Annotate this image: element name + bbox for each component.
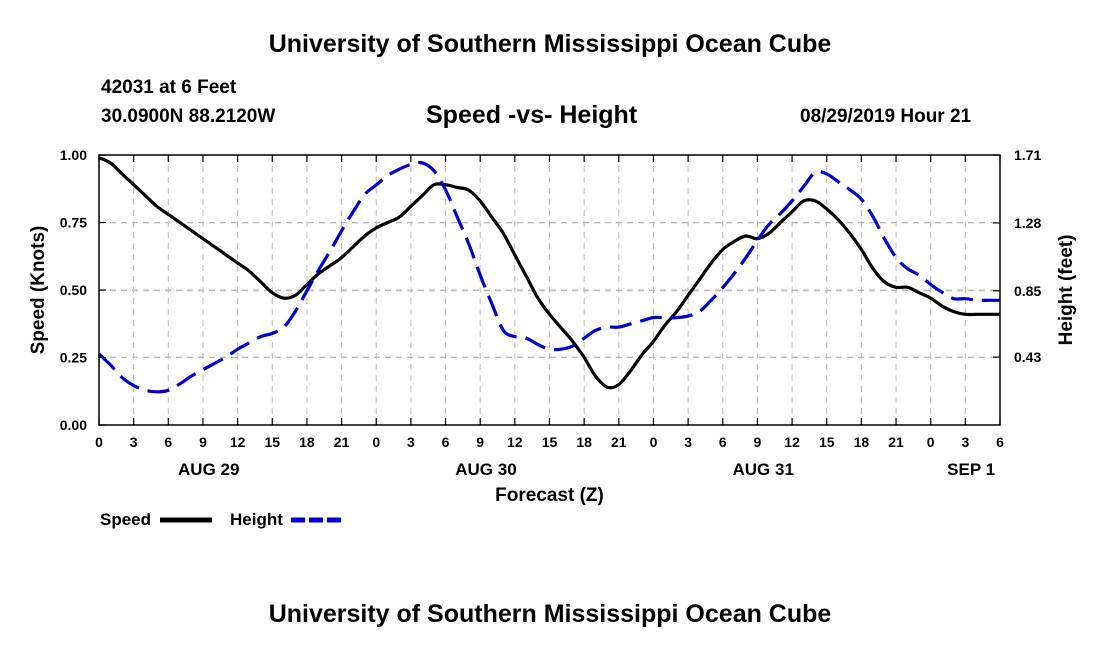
x-tick-label: 0: [650, 434, 658, 450]
x-tick-label: 9: [199, 434, 207, 450]
x-tick-label: 0: [927, 434, 935, 450]
x-tick-label: 21: [334, 434, 350, 450]
chart-title: Speed -vs- Height: [426, 101, 638, 129]
x-tick-label: 0: [95, 434, 103, 450]
y2-tick-label: 0.43: [1014, 349, 1041, 365]
x-tick-label: 18: [299, 434, 315, 450]
x-tick-label: 0: [372, 434, 380, 450]
x-tick-label: 12: [784, 434, 800, 450]
y2-tick-label: 1.71: [1014, 147, 1041, 163]
x-tick-label: 15: [264, 434, 280, 450]
x-tick-label: 6: [719, 434, 727, 450]
date-label: AUG 30: [455, 460, 516, 479]
x-tick-label: 12: [507, 434, 523, 450]
date-label: AUG 31: [732, 460, 793, 479]
footer-title: University of Southern Mississippi Ocean…: [268, 600, 832, 628]
legend-label-height: Height: [230, 510, 283, 529]
series-lines: [97, 156, 1000, 394]
grid-lines: [99, 155, 1000, 425]
datetime-label: 08/29/2019 Hour 21: [800, 106, 972, 127]
speed-series-line: [98, 156, 1000, 390]
y-tick-label: 0.00: [60, 417, 87, 433]
axes: 0 3 6 9 12 15 18 21 0 3 6 9 12 15 18 21 0 3 6 9 12 15 18 21 0 3 6 0…: [60, 147, 1042, 479]
y-tick-label: 0.50: [60, 282, 87, 298]
date-label: SEP 1: [947, 460, 995, 479]
x-tick-label: 15: [542, 434, 558, 450]
coordinates-label: 30.0900N 88.2120W: [101, 106, 276, 127]
x-tick-label: 21: [611, 434, 627, 450]
y-tick-label: 1.00: [60, 147, 87, 163]
x-tick-label: 9: [476, 434, 484, 450]
legend: Speed Height: [100, 510, 343, 529]
y2-axis-title: Height (feet): [1056, 235, 1077, 346]
height-series-line: [97, 160, 1000, 394]
x-tick-label: 21: [888, 434, 904, 450]
x-tick-label: 6: [996, 434, 1004, 450]
legend-label-speed: Speed: [100, 510, 151, 529]
x-tick-label: 18: [854, 434, 870, 450]
x-tick-label: 6: [164, 434, 172, 450]
y-axis-title: Speed (Knots): [28, 226, 49, 355]
station-label: 42031 at 6 Feet: [101, 77, 237, 98]
x-axis-title: Forecast (Z): [495, 485, 604, 506]
y2-tick-label: 1.28: [1014, 215, 1041, 231]
date-label: AUG 29: [178, 460, 239, 479]
x-tick-label: 12: [230, 434, 246, 450]
x-tick-label: 9: [754, 434, 762, 450]
y2-tick-label: 0.85: [1014, 283, 1041, 299]
x-tick-label: 3: [130, 434, 138, 450]
x-tick-label: 6: [442, 434, 450, 450]
y-tick-label: 0.25: [60, 350, 87, 366]
x-tick-label: 15: [819, 434, 835, 450]
x-tick-label: 3: [961, 434, 969, 450]
x-tick-label: 18: [576, 434, 592, 450]
x-tick-label: 3: [407, 434, 415, 450]
page-title: University of Southern Mississippi Ocean…: [268, 30, 832, 58]
y-tick-label: 0.75: [60, 215, 87, 231]
x-tick-label: 3: [684, 434, 692, 450]
